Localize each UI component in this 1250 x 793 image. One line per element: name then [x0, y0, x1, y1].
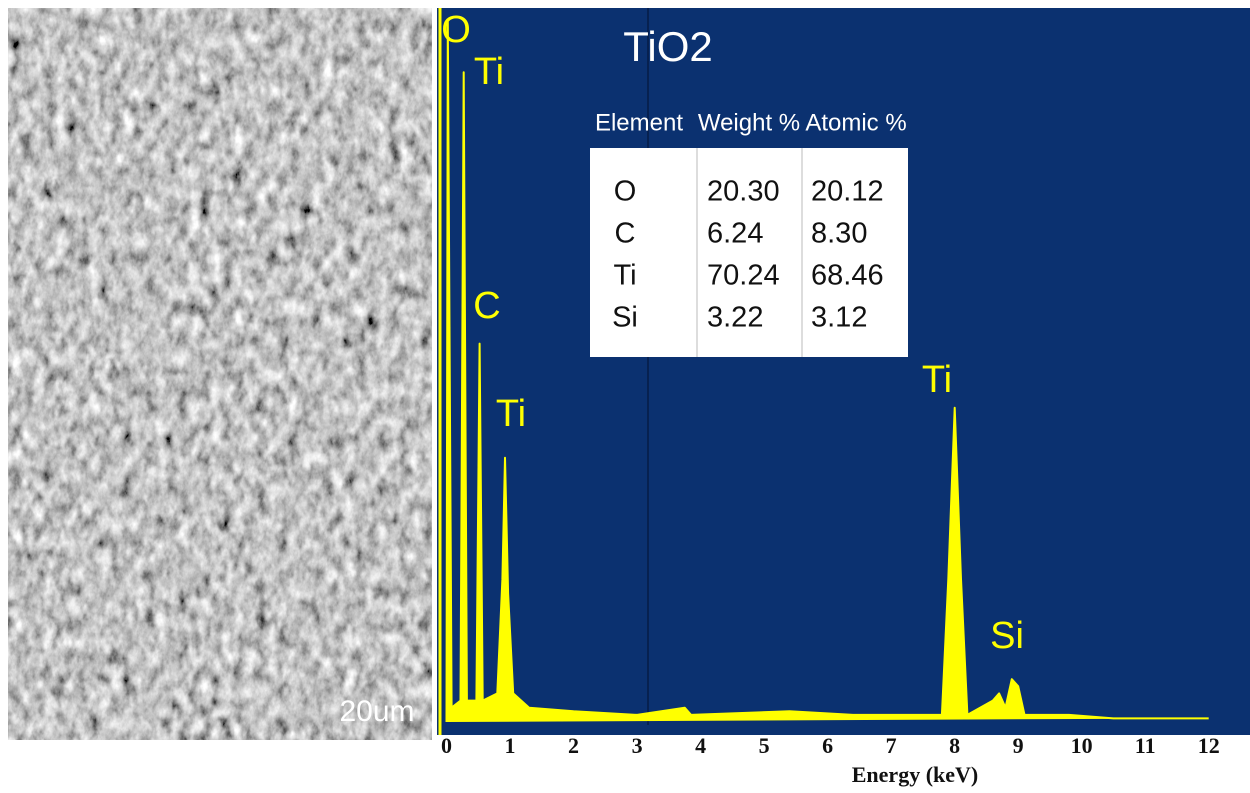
table-cell: Ti	[613, 260, 636, 292]
table-cell: 20.30	[707, 176, 780, 208]
table-cell: Si	[612, 302, 638, 334]
peak-label: C	[473, 285, 500, 327]
x-tick-label: 6	[822, 733, 833, 758]
table-cell: 68.46	[811, 260, 884, 292]
x-tick-label: 9	[1013, 733, 1024, 758]
x-tick-label: 12	[1198, 733, 1220, 758]
table-cell: C	[615, 218, 636, 250]
table-cell: 70.24	[707, 260, 780, 292]
table-cell: 8.30	[811, 218, 867, 250]
chart-title: TiO2	[623, 23, 712, 70]
table-cell: 20.12	[811, 176, 884, 208]
table-box	[590, 148, 908, 357]
peak-label: Si	[990, 615, 1024, 657]
x-tick-label: 2	[568, 733, 579, 758]
table-cell: 3.12	[811, 302, 867, 334]
x-tick-label: 5	[759, 733, 770, 758]
table-header: Element	[595, 109, 683, 136]
table-cell: 3.22	[707, 302, 763, 334]
peak-label: O	[441, 9, 471, 51]
table-header: Weight %	[698, 109, 800, 136]
table-cell: O	[614, 176, 637, 208]
x-tick-label: 3	[632, 733, 643, 758]
table-header: Atomic %	[805, 109, 906, 136]
x-tick-label: 7	[886, 733, 897, 758]
x-tick-label: 10	[1071, 733, 1093, 758]
plot-area	[437, 8, 1250, 735]
table-cell: 6.24	[707, 218, 763, 250]
peak-label: Ti	[474, 51, 504, 93]
x-tick-label: 4	[695, 733, 706, 758]
peak-label: Ti	[922, 359, 952, 401]
spectrum	[445, 21, 1209, 723]
x-tick-label: 11	[1135, 733, 1156, 758]
sem-image	[8, 8, 432, 740]
x-tick-label: 0	[441, 733, 452, 758]
x-axis-title: Energy (keV)	[852, 762, 978, 787]
scale-label: 20um	[339, 695, 414, 728]
peak-label: Ti	[496, 393, 526, 435]
x-tick-label: 1	[505, 733, 516, 758]
x-tick-label: 8	[949, 733, 960, 758]
